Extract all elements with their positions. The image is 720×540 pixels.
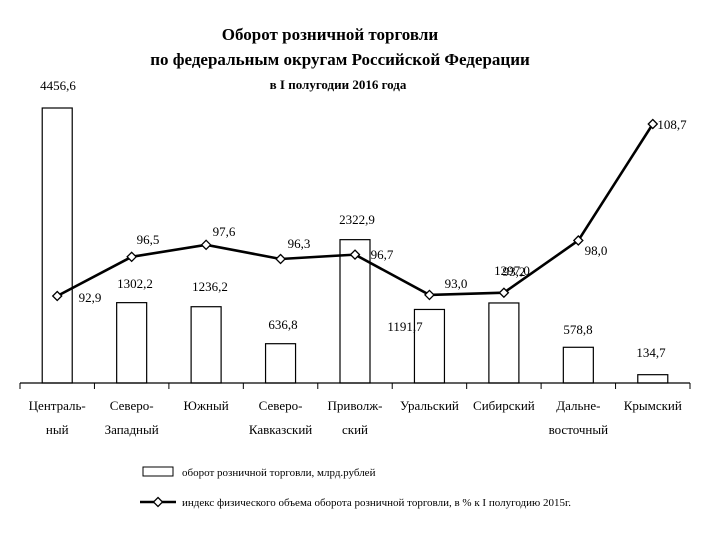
- bar-value-label: 1302,2: [117, 276, 153, 291]
- chart-subtitle: в I полугодии 2016 года: [270, 77, 407, 92]
- line-value-label: 96,5: [137, 232, 160, 247]
- chart-title-line: Оборот розничной торговли: [222, 25, 439, 44]
- line-point: [349, 249, 361, 261]
- bar-value-label: 2322,9: [339, 212, 375, 227]
- line-point: [572, 235, 584, 246]
- line-point: [424, 289, 435, 301]
- category-label: Дальне-: [556, 398, 600, 413]
- category-label: Западный: [105, 422, 159, 437]
- bar: [190, 306, 222, 384]
- bar-value-label: 1191,7: [387, 319, 423, 334]
- category-label: ный: [46, 422, 69, 437]
- line-point: [200, 239, 212, 251]
- category-label: Крымский: [624, 398, 682, 413]
- line-point: [275, 253, 286, 265]
- legend-bar-swatch: [142, 466, 174, 477]
- line-point: [51, 290, 63, 302]
- category-label: восточный: [549, 422, 609, 437]
- category-label: Северо-: [259, 398, 303, 413]
- category-label: Кавказский: [249, 422, 312, 437]
- category-label: Сибирский: [473, 398, 535, 413]
- category-label: Южный: [184, 398, 229, 413]
- bar-value-label: 134,7: [636, 345, 666, 360]
- line-value-label: 92,9: [79, 290, 102, 305]
- bar: [413, 308, 446, 384]
- line-value-label: 108,7: [657, 117, 687, 132]
- category-label: ский: [342, 422, 368, 437]
- bar: [339, 239, 371, 384]
- bar: [637, 374, 669, 384]
- line-value-label: 98,0: [585, 243, 608, 258]
- legend: оборот розничной торговли, млрд.рублей ин…: [140, 466, 571, 509]
- category-label: Приволж-: [327, 398, 382, 413]
- bar: [562, 346, 594, 384]
- bar-value-label: 1236,2: [192, 279, 228, 294]
- category-label: Северо-: [110, 398, 154, 413]
- legend-line-label: индекс физического объема оборота рознич…: [182, 497, 571, 509]
- bar-value-label: 1297,0: [494, 263, 530, 278]
- legend-line-marker: [152, 496, 164, 508]
- category-label: Централь-: [29, 398, 86, 413]
- bar: [41, 107, 73, 384]
- line-value-label: 93,2: [503, 264, 526, 279]
- bar: [264, 343, 297, 384]
- bar-value-label: 578,8: [563, 322, 592, 337]
- bar-series: 4456,6 1302,2 1236,2 636,8 2322,9 1191,7 1297,…: [40, 78, 669, 384]
- line-value-label: 96,3: [288, 236, 311, 251]
- bar: [116, 302, 148, 384]
- chart-title: Оборот розничной торговли по федеральным …: [150, 25, 530, 92]
- x-axis: Централь-ный Северо- Западный Южный Северо- К…: [19, 382, 691, 437]
- chart-title-line: по федеральным округам Российской Федера…: [150, 50, 530, 69]
- line-value-label: 93,0: [445, 276, 468, 291]
- line-value-label: 96,7: [371, 247, 394, 262]
- line-point: [498, 287, 510, 299]
- bar: [488, 302, 520, 384]
- category-label: Уральский: [400, 398, 459, 413]
- line-point: [126, 251, 138, 263]
- line-value-label: 97,6: [213, 224, 236, 239]
- bar-value-label: 636,8: [268, 317, 297, 332]
- legend-bar-label: оборот розничной торговли, млрд.рублей: [182, 467, 376, 479]
- line-point: [647, 118, 659, 130]
- bar-value-label: 4456,6: [40, 78, 76, 93]
- line-series: 92,9 96,5 97,6 96,3 96,7 93,0 93,2 98,0 108,7: [51, 117, 687, 305]
